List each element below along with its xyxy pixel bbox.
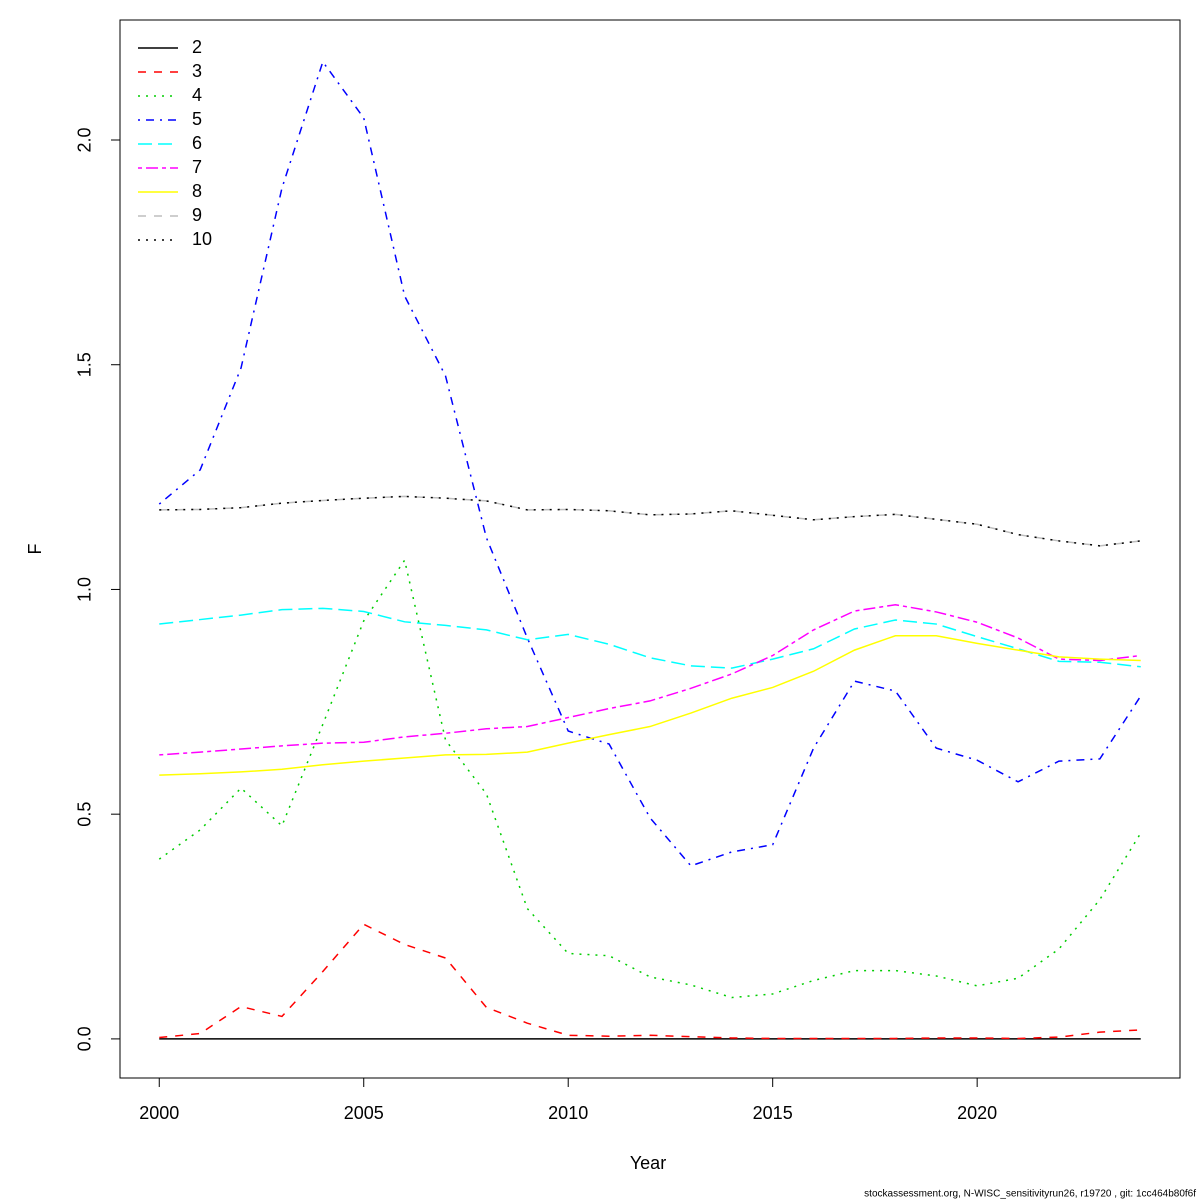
series-line xyxy=(159,603,1141,756)
legend-label: 7 xyxy=(192,157,202,177)
x-tick-label: 2020 xyxy=(957,1103,997,1123)
y-tick-label: 0.0 xyxy=(75,1026,95,1051)
legend-label: 4 xyxy=(192,85,202,105)
y-tick-label: 0.5 xyxy=(75,802,95,827)
series-line xyxy=(159,923,1141,1040)
legend-label: 5 xyxy=(192,109,202,129)
footer: stockassessment.org, N-WISC_sensitivityr… xyxy=(864,1189,1196,1200)
series-line xyxy=(158,60,1142,867)
legend-label: 9 xyxy=(192,205,202,225)
y-tick-label: 1.5 xyxy=(75,352,95,377)
legend-label: 2 xyxy=(192,37,202,57)
series-line xyxy=(159,607,1141,669)
y-axis-label: F xyxy=(25,544,45,555)
x-tick-label: 2000 xyxy=(139,1103,179,1123)
x-tick-label: 2015 xyxy=(753,1103,793,1123)
legend-label: 8 xyxy=(192,181,202,201)
plot-box xyxy=(119,19,1181,1079)
series-line xyxy=(159,495,1141,547)
legend-label: 10 xyxy=(192,229,212,249)
legend-label: 3 xyxy=(192,61,202,81)
y-tick-label: 1.0 xyxy=(75,577,95,602)
x-tick-label: 2005 xyxy=(344,1103,384,1123)
x-tick-label: 2010 xyxy=(548,1103,588,1123)
series-line xyxy=(159,634,1141,776)
legend-label: 6 xyxy=(192,133,202,153)
x-axis-label: Year xyxy=(630,1153,666,1173)
series-line xyxy=(158,558,1142,999)
y-tick-label: 2.0 xyxy=(75,127,95,152)
series-line xyxy=(159,495,1141,547)
